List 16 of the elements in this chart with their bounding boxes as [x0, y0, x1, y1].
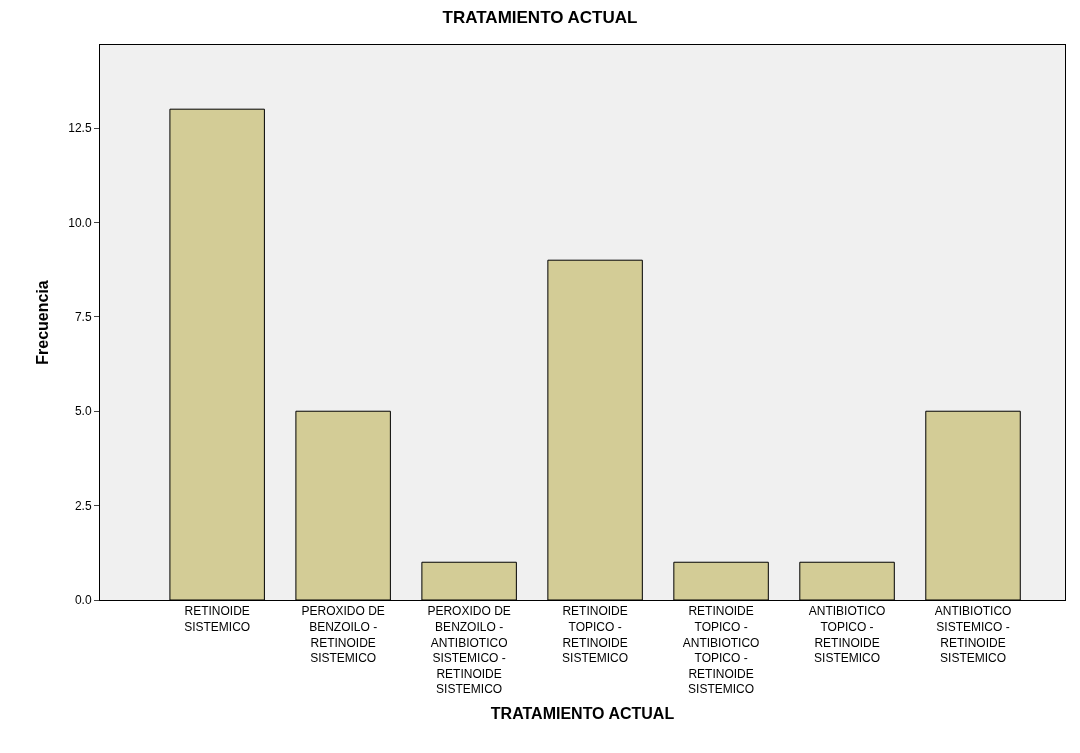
x-tick-label: RETINOIDE TOPICO - RETINOIDE SISTEMICO [562, 604, 629, 666]
x-tick-label: ANTIBIOTICO TOPICO - RETINOIDE SISTEMICO [808, 604, 886, 666]
y-tick-label: 5.0 [74, 404, 92, 419]
y-tick-label: 0.0 [74, 593, 92, 608]
x-tick-label: ANTIBIOTICO SISTEMICO - RETINOIDE SISTEMICO [934, 604, 1012, 666]
y-tick-label: 12.5 [68, 121, 92, 136]
y-tick-label: 10.0 [68, 215, 92, 230]
x-tick-label: PEROXIDO DE BENZOILO - ANTIBIOTICO SISTEMICO - RETINOIDE SISTEMICO [427, 604, 511, 697]
y-axis-title: Frecuencia [34, 280, 52, 365]
y-tick-label: 7.5 [74, 310, 92, 325]
y-tick-label: 2.5 [74, 498, 92, 513]
chart-title: TRATAMIENTO ACTUAL [442, 8, 638, 28]
x-tick-label: RETINOIDE TOPICO - ANTIBIOTICO TOPICO - RETINOIDE SISTEMICO [682, 604, 760, 697]
x-tick-label: PEROXIDO DE BENZOILO - RETINOIDE SISTEMICO [301, 604, 385, 666]
x-axis-title: TRATAMIENTO ACTUAL [490, 705, 675, 723]
x-tick-label: RETINOIDE SISTEMICO [184, 604, 251, 634]
